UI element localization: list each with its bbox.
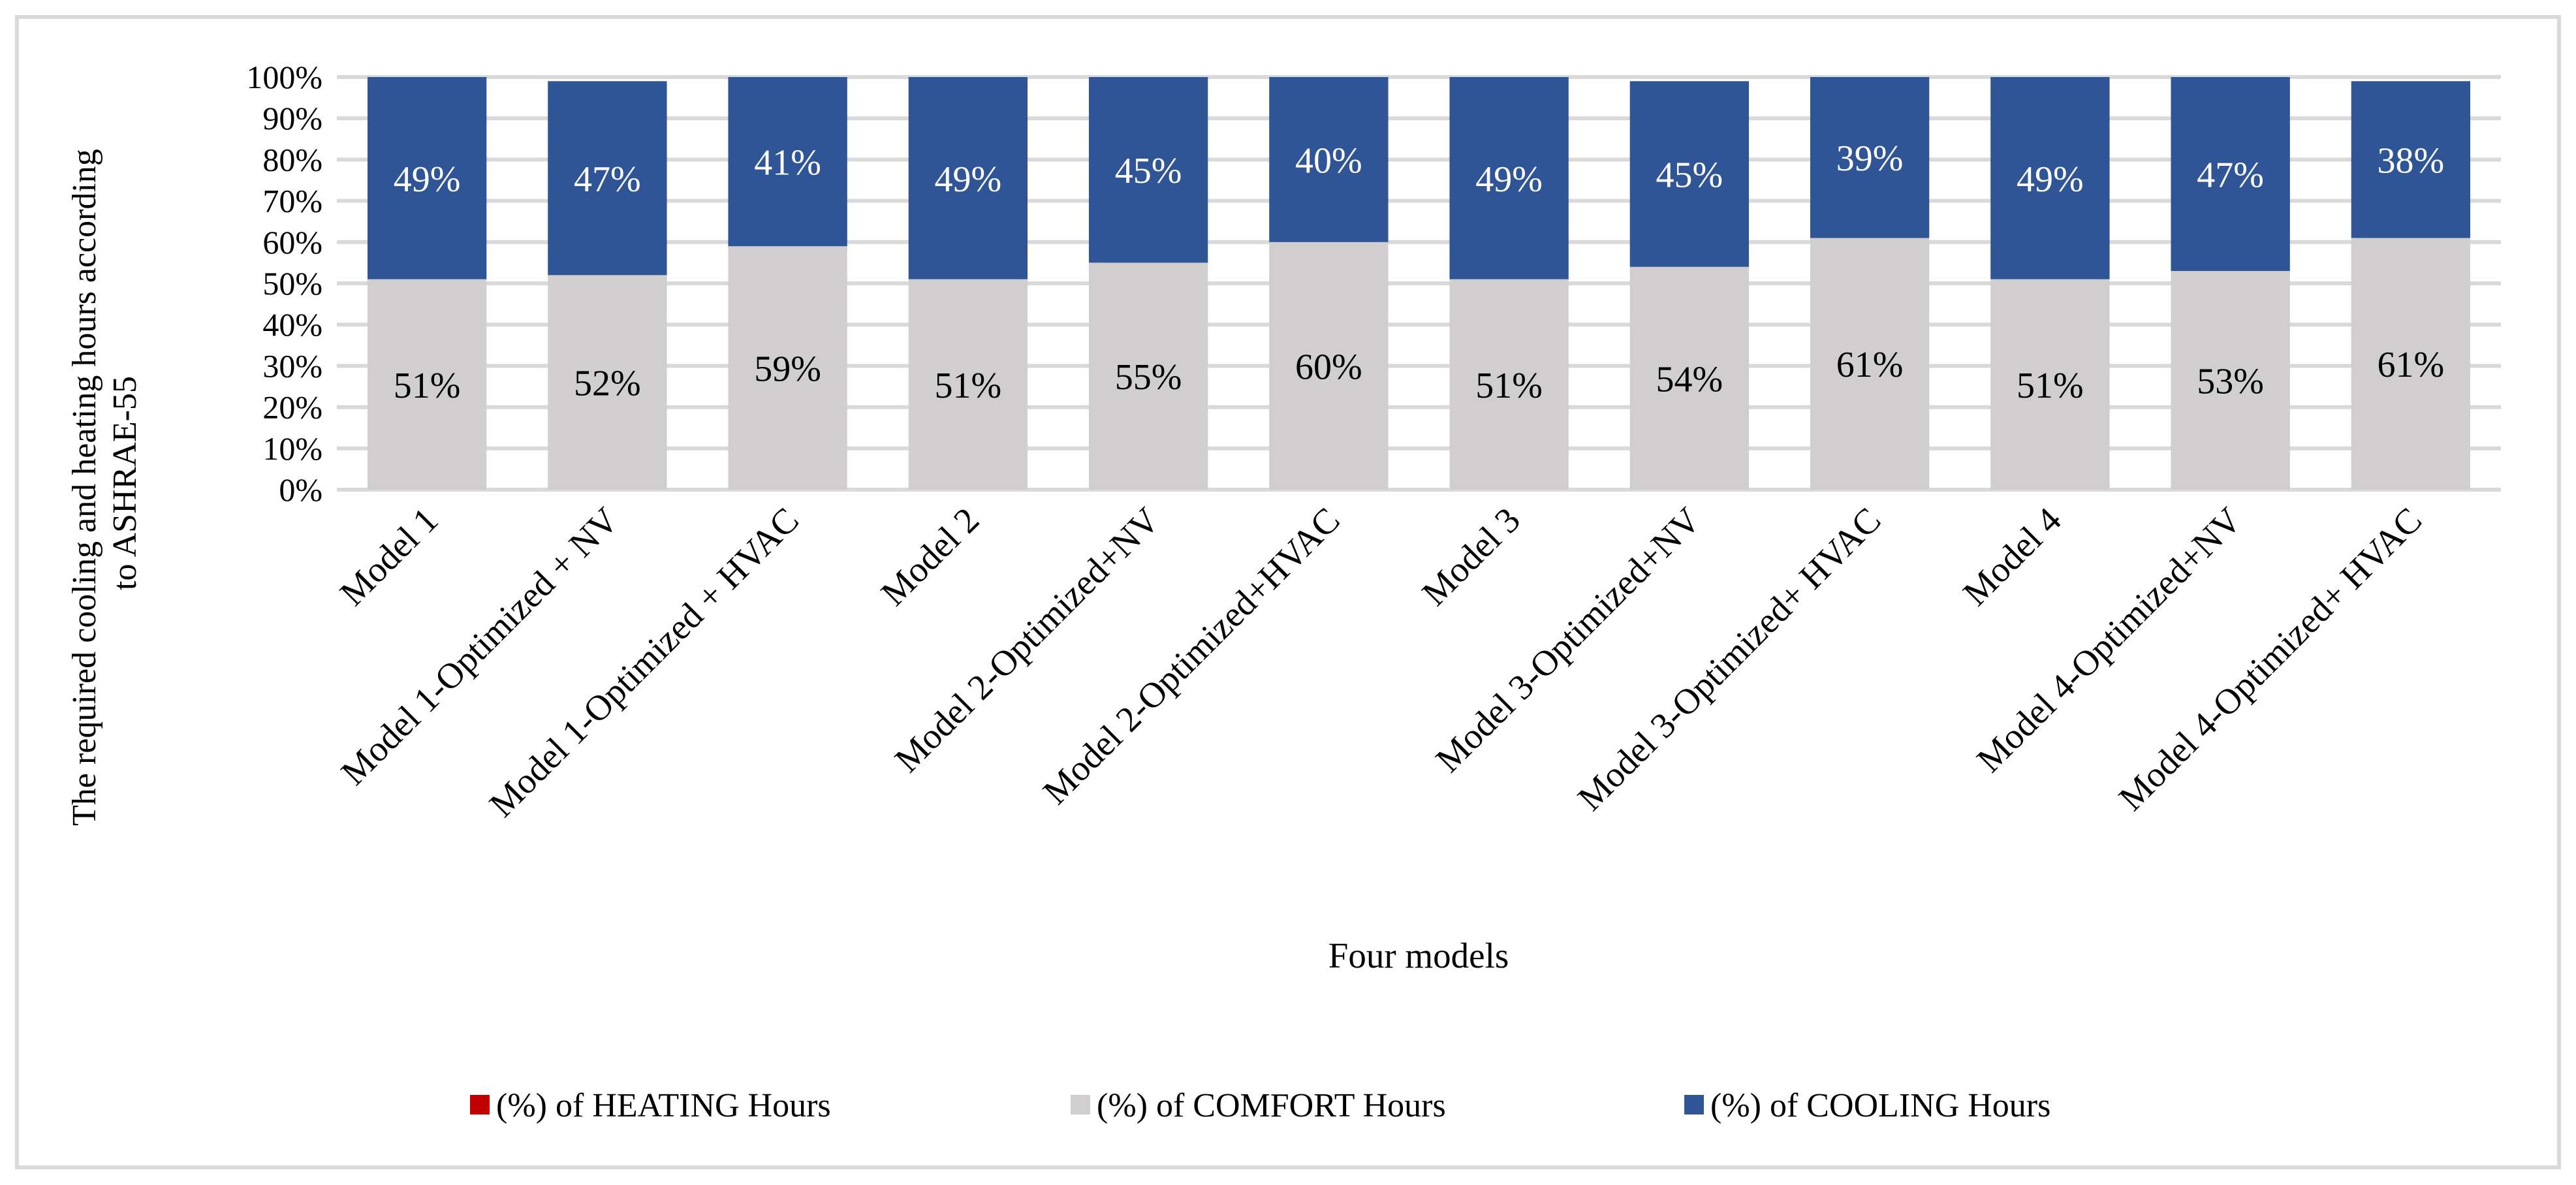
bar-segment <box>1810 77 1930 238</box>
legend-label: (%) of COOLING Hours <box>1710 1087 2050 1124</box>
bar-segment <box>1629 81 1750 267</box>
y-tick-label: 80% <box>262 141 322 178</box>
data-label: 49% <box>1475 159 1543 200</box>
data-label: 40% <box>1295 140 1362 181</box>
data-label: 41% <box>754 143 821 183</box>
y-tick-label: 90% <box>262 100 322 136</box>
data-label: 49% <box>394 159 461 200</box>
data-label: 53% <box>2197 362 2264 402</box>
bar-segment <box>367 279 487 490</box>
bar-segment <box>1449 279 1569 490</box>
data-label: 47% <box>574 159 641 200</box>
bar-segment <box>2351 81 2471 238</box>
data-label: 49% <box>2017 159 2084 200</box>
data-label: 51% <box>394 366 461 406</box>
bar-segment <box>1629 266 1750 490</box>
y-tick-label: 70% <box>262 183 322 219</box>
bar-segment <box>1449 77 1569 279</box>
y-tick-label: 60% <box>262 224 322 261</box>
data-label: 45% <box>1115 151 1182 191</box>
y-tick-label: 20% <box>262 389 322 426</box>
bar-segment <box>728 246 847 490</box>
bar-segment <box>1088 77 1208 263</box>
data-label: 39% <box>1836 138 1904 179</box>
bar-segment <box>1990 77 2110 279</box>
bar-segment <box>2351 238 2471 490</box>
x-axis-title: Four models <box>1328 936 1509 975</box>
bar-segment <box>908 279 1028 490</box>
y-tick-label: 10% <box>262 430 322 467</box>
data-label: 51% <box>935 366 1002 406</box>
bar-segment <box>548 81 667 276</box>
data-label: 38% <box>2378 140 2445 181</box>
legend-swatch <box>1071 1095 1090 1114</box>
data-label: 47% <box>2197 155 2264 196</box>
data-label: 51% <box>1475 366 1543 406</box>
legend-swatch <box>470 1095 490 1114</box>
data-label: 51% <box>2017 366 2084 406</box>
bar-segment <box>1088 262 1208 490</box>
legend-label: (%) of COMFORT Hours <box>1097 1087 1446 1124</box>
data-label: 49% <box>935 159 1002 200</box>
bar-segment <box>1990 279 2110 490</box>
bar-segment <box>1269 242 1389 490</box>
data-label: 45% <box>1656 155 1723 196</box>
legend-label: (%) of HEATING Hours <box>496 1087 831 1124</box>
data-label: 55% <box>1115 357 1182 398</box>
bar-segment <box>548 275 667 490</box>
bar-segment <box>367 77 487 279</box>
y-tick-label: 50% <box>262 265 322 302</box>
legend-swatch <box>1684 1095 1704 1114</box>
y-axis-title: The required cooling and heating hours a… <box>66 140 144 826</box>
data-label: 52% <box>574 364 641 404</box>
data-label: 59% <box>754 349 821 390</box>
bar-segment <box>728 77 847 247</box>
y-tick-label: 40% <box>262 306 322 343</box>
bar-segment <box>2171 77 2290 272</box>
bar-segment <box>908 77 1028 279</box>
data-label: 61% <box>1836 345 1904 385</box>
data-label: 54% <box>1656 359 1723 400</box>
bar-segment <box>1810 238 1930 490</box>
bar-segment <box>1269 77 1389 242</box>
y-tick-label: 30% <box>262 347 322 384</box>
data-label: 61% <box>2378 345 2445 385</box>
y-tick-label: 100% <box>246 59 322 95</box>
data-label: 60% <box>1295 347 1362 387</box>
y-tick-label: 0% <box>279 471 322 508</box>
bar-segment <box>2171 271 2290 490</box>
